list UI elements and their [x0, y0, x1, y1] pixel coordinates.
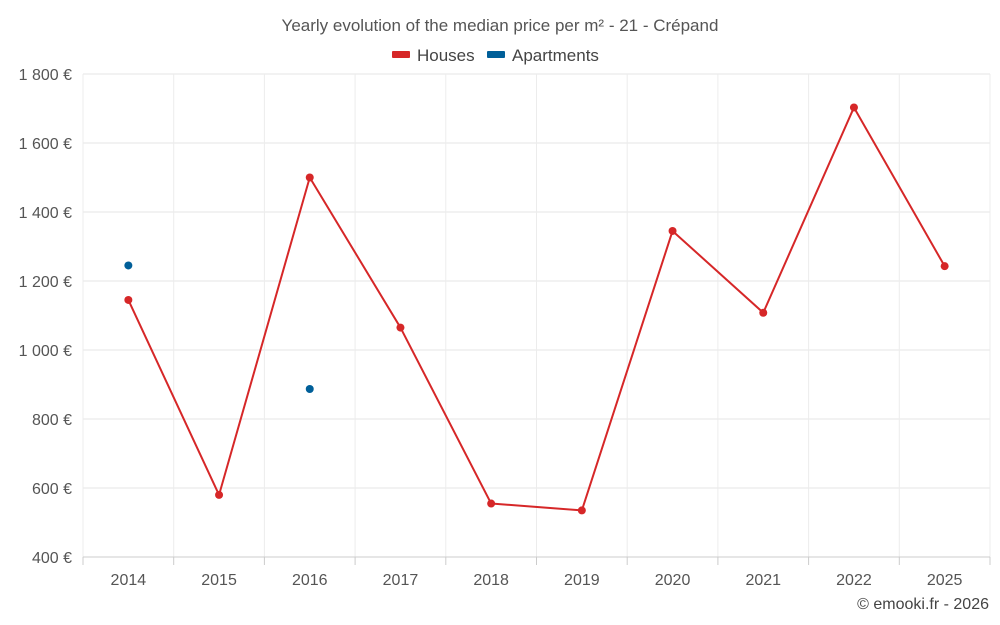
series-layer [124, 103, 949, 515]
y-tick-label: 1 800 € [19, 67, 72, 84]
x-tick-label: 2017 [383, 572, 419, 589]
legend-swatch-houses [392, 51, 410, 58]
x-tick-label: 2025 [927, 572, 963, 589]
x-tick-label: 2015 [201, 572, 237, 589]
data-point-houses[interactable] [124, 295, 133, 304]
y-axis: 400 € 600 € 800 € 1 000 € 1 200 € 1 400 € 1 60… [19, 67, 72, 567]
x-tick-label: 2019 [564, 572, 600, 589]
y-tick-label: 1 400 € [19, 205, 72, 222]
y-tick-label: 600 € [32, 481, 72, 498]
grid [82, 73, 991, 558]
data-point-apartments[interactable] [305, 384, 314, 393]
x-axis: 2014 2015 2016 2017 2018 2019 2020 2021 2022 2025 [82, 556, 991, 589]
data-point-houses[interactable] [668, 226, 677, 235]
data-point-houses[interactable] [305, 173, 314, 182]
y-tick-label: 400 € [32, 550, 72, 567]
chart-title: Yearly evolution of the median price per… [282, 16, 719, 35]
series-houses [124, 103, 949, 515]
legend-swatch-apartments [487, 51, 505, 58]
series-line-houses [127, 106, 946, 512]
legend-label-apartments[interactable]: Apartments [512, 46, 599, 65]
series-apartments [124, 261, 314, 393]
y-tick-label: 800 € [32, 412, 72, 429]
legend-label-houses[interactable]: Houses [417, 46, 475, 65]
y-tick-label: 1 000 € [19, 343, 72, 360]
x-tick-label: 2021 [745, 572, 781, 589]
x-tick-label: 2022 [836, 572, 872, 589]
credit-text: © emooki.fr - 2026 [857, 596, 989, 613]
y-tick-label: 1 600 € [19, 136, 72, 153]
data-point-houses[interactable] [577, 506, 586, 515]
data-point-houses[interactable] [215, 490, 224, 499]
data-point-houses[interactable] [849, 103, 858, 112]
data-point-apartments[interactable] [124, 261, 133, 270]
x-tick-label: 2020 [655, 572, 691, 589]
legend: Houses Apartments [392, 46, 599, 65]
data-point-houses[interactable] [759, 308, 768, 317]
y-tick-label: 1 200 € [19, 274, 72, 291]
x-tick-label: 2014 [111, 572, 147, 589]
x-tick-label: 2018 [473, 572, 509, 589]
data-point-houses[interactable] [940, 262, 949, 271]
data-point-houses[interactable] [396, 323, 405, 332]
data-point-houses[interactable] [487, 499, 496, 508]
x-tick-label: 2016 [292, 572, 328, 589]
